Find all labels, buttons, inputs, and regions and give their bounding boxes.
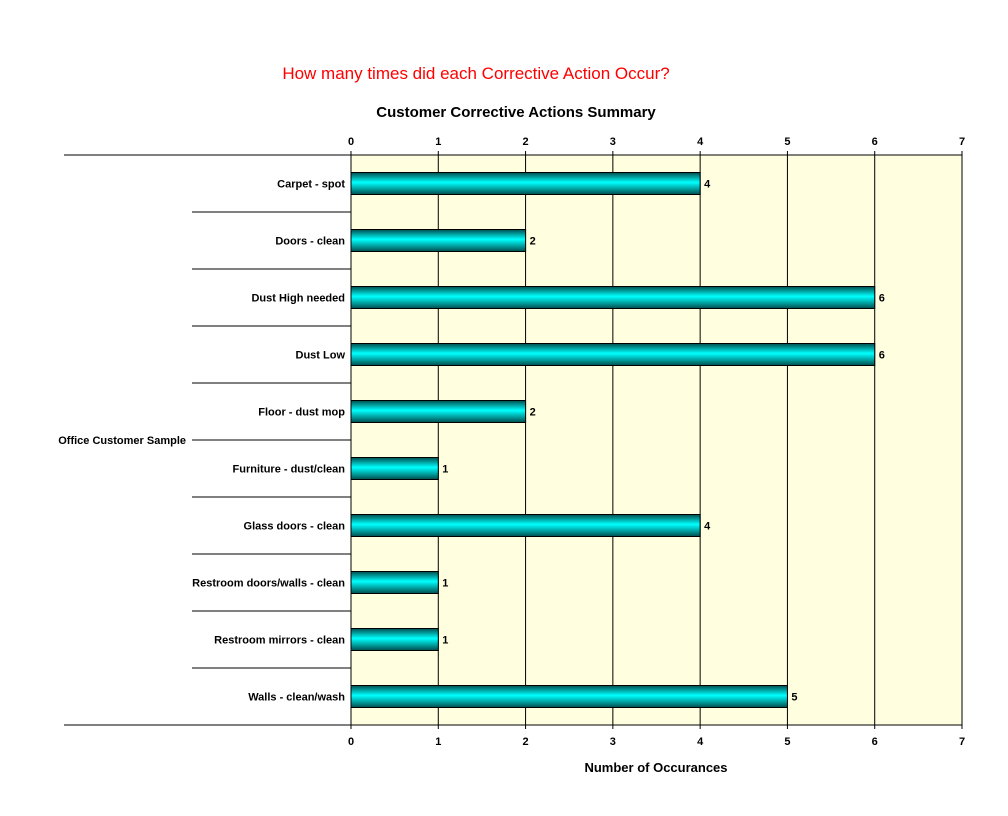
- x-tick-label-bottom: 4: [697, 736, 704, 748]
- category-label: Walls - clean/wash: [248, 692, 345, 704]
- x-tick-label-top: 5: [784, 136, 790, 148]
- category-label: Floor - dust mop: [258, 407, 345, 419]
- category-label: Restroom mirrors - clean: [214, 635, 345, 647]
- x-tick-label-top: 7: [959, 136, 965, 148]
- x-axis-title: Number of Occurances: [584, 760, 727, 775]
- bar: [350, 514, 701, 537]
- x-tick-label-bottom: 7: [959, 736, 965, 748]
- category-label: Dust Low: [296, 350, 346, 362]
- x-tick-label-bottom: 6: [872, 736, 878, 748]
- data-label: 4: [704, 521, 711, 533]
- data-label: 4: [704, 179, 711, 191]
- group-label: Office Customer Sample: [58, 435, 186, 447]
- category-label: Glass doors - clean: [244, 521, 346, 533]
- x-tick-label-bottom: 1: [435, 736, 441, 748]
- chart-title: How many times did each Corrective Actio…: [282, 64, 669, 83]
- category-label: Dust High needed: [251, 293, 345, 305]
- bar: [350, 343, 876, 366]
- category-label: Restroom doors/walls - clean: [192, 578, 345, 590]
- x-tick-label-top: 1: [435, 136, 441, 148]
- bar: [350, 400, 527, 423]
- category-label: Carpet - spot: [277, 179, 345, 191]
- category-label: Doors - clean: [275, 236, 345, 248]
- bars: [350, 172, 876, 708]
- axes: [64, 151, 963, 729]
- x-tick-label-bottom: 3: [610, 736, 616, 748]
- data-label: 6: [879, 293, 885, 305]
- x-tick-label-top: 4: [697, 136, 704, 148]
- bar: [350, 685, 788, 708]
- category-label: Furniture - dust/clean: [233, 464, 346, 476]
- data-label: 2: [530, 236, 536, 248]
- bar: [350, 628, 439, 651]
- data-label: 1: [442, 635, 448, 647]
- x-tick-label-top: 0: [348, 136, 354, 148]
- bar: [350, 229, 527, 252]
- x-tick-label-top: 3: [610, 136, 616, 148]
- data-label: 6: [879, 350, 885, 362]
- x-tick-label-top: 2: [523, 136, 529, 148]
- bar: [350, 286, 876, 309]
- x-tick-label-bottom: 0: [348, 736, 354, 748]
- data-label: 1: [442, 578, 448, 590]
- x-tick-label-bottom: 5: [784, 736, 790, 748]
- labels: 0 0 1 1 2 2 3 3 4 4 5 5 6 6 7 7 Carpet - spot 4 Doors - cl…: [192, 136, 965, 748]
- data-label: 5: [791, 692, 797, 704]
- bar: [350, 571, 439, 594]
- chart-subtitle: Customer Corrective Actions Summary: [376, 104, 656, 121]
- bar: [350, 172, 701, 195]
- x-tick-label-top: 6: [872, 136, 878, 148]
- x-tick-label-bottom: 2: [523, 736, 529, 748]
- bar: [350, 457, 439, 480]
- data-label: 1: [442, 464, 448, 476]
- data-label: 2: [530, 407, 536, 419]
